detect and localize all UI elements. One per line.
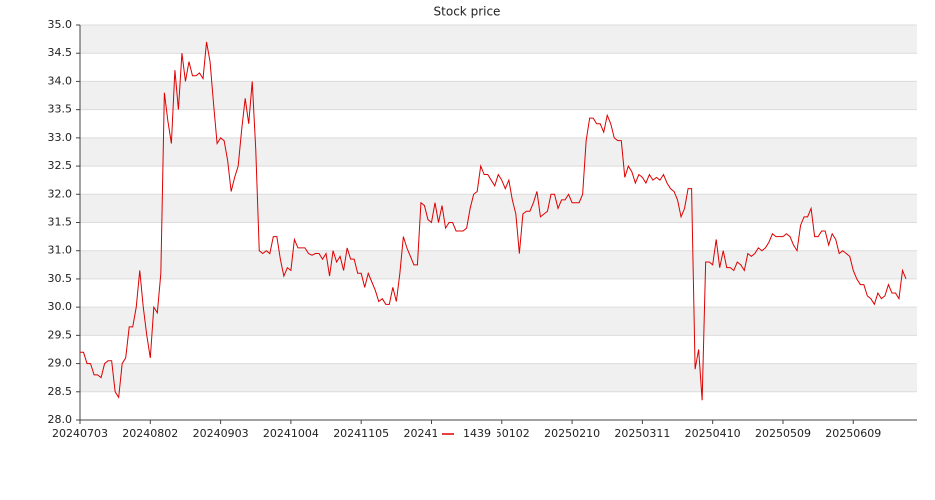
price-line [80, 41, 907, 401]
x-tick-label: 20240703 [52, 427, 108, 440]
grid-band [80, 194, 917, 223]
y-tick-label: 33.5 [48, 103, 73, 116]
y-tick-label: 29.5 [48, 328, 73, 341]
y-tick-label: 28.5 [48, 385, 73, 398]
legend-label: 1439 [463, 427, 491, 440]
y-tick-label: 34.0 [48, 74, 73, 87]
x-tick-label: 20240802 [122, 427, 178, 440]
y-tick-label: 34.5 [48, 46, 73, 59]
y-tick-label: 30.0 [48, 300, 73, 313]
chart-title: Stock price [434, 5, 501, 19]
y-tick-label: 32.0 [48, 187, 73, 200]
y-tick-label: 29.0 [48, 357, 73, 370]
y-tick-label: 33.0 [48, 131, 73, 144]
legend-box [437, 425, 497, 442]
grid-band [80, 307, 917, 336]
x-tick-label: 20240903 [193, 427, 249, 440]
grid-band [80, 363, 917, 392]
x-tick-label: 20250311 [614, 427, 670, 440]
x-tick-label: 20241105 [333, 427, 389, 440]
y-tick-label: 30.5 [48, 272, 73, 285]
grid-band [80, 250, 917, 279]
grid-band [80, 137, 917, 167]
y-tick-label: 31.0 [48, 244, 73, 257]
y-tick-label: 31.5 [48, 216, 73, 229]
y-tick-label: 28.0 [48, 413, 73, 426]
x-tick-label: 20250210 [544, 427, 600, 440]
x-tick-label: 20250509 [755, 427, 811, 440]
grid-band [80, 81, 917, 110]
y-tick-label: 32.5 [48, 159, 73, 172]
grid-band [80, 25, 917, 54]
x-tick-label: 20241004 [263, 427, 319, 440]
x-tick-label: 20250609 [825, 427, 881, 440]
x-tick-label: 20250410 [685, 427, 741, 440]
legend: 1439 [437, 425, 497, 442]
y-tick-label: 35.0 [48, 18, 73, 31]
